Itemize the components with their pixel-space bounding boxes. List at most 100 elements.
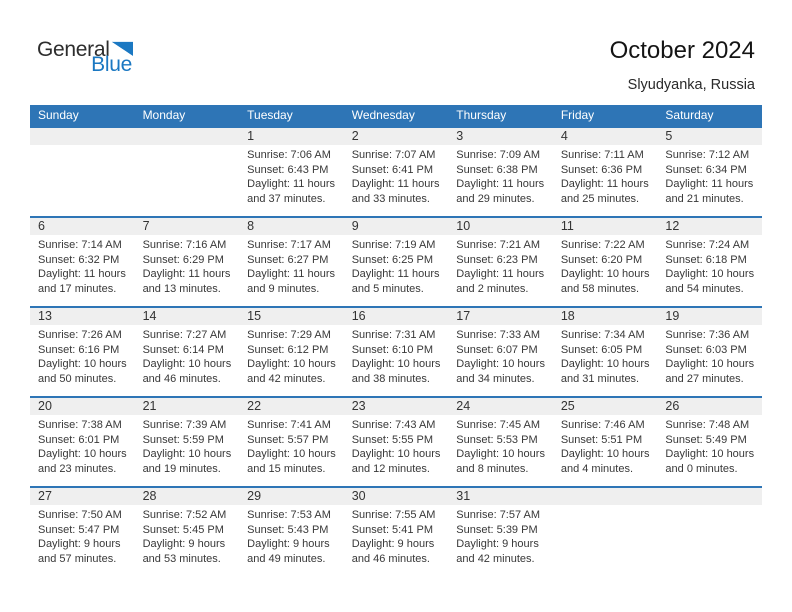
daylight-text: Daylight: 10 hours and 15 minutes.: [247, 448, 336, 475]
sunset-text: Sunset: 5:43 PM: [247, 523, 329, 536]
day-cell: 22 Sunrise: 7:41 AM Sunset: 5:57 PM Dayligh…: [239, 398, 344, 486]
sunset-text: Sunset: 6:18 PM: [665, 253, 747, 266]
daylight-text: Daylight: 10 hours and 4 minutes.: [560, 448, 650, 475]
page-subtitle: Slyudyanka, Russia: [627, 77, 755, 93]
day-number: 26: [657, 398, 762, 415]
day-cell: 23 Sunrise: 7:43 AM Sunset: 5:55 PM Dayligh…: [343, 398, 449, 486]
sunset-text: Sunset: 5:51 PM: [560, 433, 643, 446]
day-cell: 31 Sunrise: 7:57 AM Sunset: 5:39 PM Dayligh…: [448, 488, 553, 576]
day-cell: 26 Sunrise: 7:48 AM Sunset: 5:49 PM Dayligh…: [657, 398, 762, 486]
day-cell: 1 Sunrise: 7:06 AM Sunset: 6:43 PM Daylight…: [239, 128, 344, 216]
day-number: 3: [448, 128, 553, 145]
sunrise-text: Sunrise: 7:27 AM: [142, 329, 227, 341]
sunrise-text: Sunrise: 7:41 AM: [247, 419, 331, 431]
day-number: 25: [552, 398, 658, 415]
day-details: Sunrise: 7:22 AM Sunset: 6:20 PM Daylight:…: [553, 235, 658, 296]
day-details: Sunrise: 7:11 AM Sunset: 6:36 PM Daylight:…: [553, 145, 658, 206]
week-row: 1 Sunrise: 7:06 AM Sunset: 6:43 PM Daylight…: [30, 126, 762, 216]
sunset-text: Sunset: 6:16 PM: [38, 343, 120, 356]
sunrise-text: Sunrise: 7:57 AM: [456, 509, 541, 521]
day-cell: 16 Sunrise: 7:31 AM Sunset: 6:10 PM Dayligh…: [343, 308, 449, 396]
day-details: Sunrise: 7:38 AM Sunset: 6:01 PM Daylight:…: [30, 415, 135, 476]
weekday-header-friday: Friday: [560, 108, 595, 122]
sunrise-text: Sunrise: 7:53 AM: [247, 509, 331, 521]
day-number: 16: [343, 308, 449, 325]
daylight-text: Daylight: 11 hours and 17 minutes.: [38, 268, 126, 295]
sunset-text: Sunset: 6:05 PM: [560, 343, 643, 356]
daylight-text: Daylight: 10 hours and 38 minutes.: [351, 358, 441, 385]
day-details: Sunrise: 7:39 AM Sunset: 5:59 PM Daylight:…: [135, 415, 240, 476]
day-number: 13: [30, 308, 135, 325]
sunset-text: Sunset: 6:27 PM: [247, 253, 329, 266]
daylight-text: Daylight: 10 hours and 46 minutes.: [142, 358, 232, 385]
day-details: Sunrise: 7:26 AM Sunset: 6:16 PM Daylight:…: [30, 325, 135, 386]
day-cell: 7 Sunrise: 7:16 AM Sunset: 6:29 PM Daylight…: [134, 218, 240, 306]
daylight-text: Daylight: 10 hours and 27 minutes.: [665, 358, 755, 385]
day-details: Sunrise: 7:06 AM Sunset: 6:43 PM Daylight:…: [239, 145, 344, 206]
day-cell: 12 Sunrise: 7:24 AM Sunset: 6:18 PM Dayligh…: [657, 218, 762, 306]
sunset-text: Sunset: 6:10 PM: [351, 343, 434, 356]
sunrise-text: Sunrise: 7:36 AM: [665, 329, 750, 341]
day-details: [135, 145, 240, 148]
day-cell: 29 Sunrise: 7:53 AM Sunset: 5:43 PM Dayligh…: [239, 488, 344, 576]
day-number: 2: [343, 128, 449, 145]
sunrise-text: Sunrise: 7:34 AM: [560, 329, 645, 341]
day-cell: [657, 488, 762, 576]
daylight-text: Daylight: 10 hours and 0 minutes.: [665, 448, 755, 475]
weekday-header-wednesday: Wednesday: [351, 108, 415, 122]
day-details: Sunrise: 7:48 AM Sunset: 5:49 PM Daylight:…: [657, 415, 762, 476]
day-details: Sunrise: 7:41 AM Sunset: 5:57 PM Daylight:…: [239, 415, 344, 476]
weekday-header-sunday: Sunday: [38, 108, 79, 122]
sunrise-text: Sunrise: 7:43 AM: [351, 419, 436, 431]
day-number: 15: [239, 308, 344, 325]
day-details: Sunrise: 7:24 AM Sunset: 6:18 PM Daylight:…: [657, 235, 762, 296]
day-details: Sunrise: 7:50 AM Sunset: 5:47 PM Daylight:…: [30, 505, 135, 566]
sunrise-text: Sunrise: 7:17 AM: [247, 239, 331, 251]
day-details: [657, 505, 762, 508]
daylight-text: Daylight: 10 hours and 34 minutes.: [456, 358, 545, 385]
sunset-text: Sunset: 5:39 PM: [456, 523, 538, 536]
day-number: 4: [552, 128, 658, 145]
daylight-text: Daylight: 11 hours and 29 minutes.: [456, 178, 545, 205]
sunrise-text: Sunrise: 7:06 AM: [247, 149, 331, 161]
day-details: Sunrise: 7:52 AM Sunset: 5:45 PM Daylight:…: [135, 505, 240, 566]
sunrise-text: Sunrise: 7:16 AM: [142, 239, 227, 251]
day-details: Sunrise: 7:07 AM Sunset: 6:41 PM Daylight:…: [344, 145, 449, 206]
calendar: Sunday Monday Tuesday Wednesday Thursday…: [30, 105, 762, 576]
day-number: 11: [552, 218, 658, 235]
day-details: Sunrise: 7:31 AM Sunset: 6:10 PM Daylight:…: [344, 325, 449, 386]
day-cell: 3 Sunrise: 7:09 AM Sunset: 6:38 PM Daylight…: [448, 128, 553, 216]
sunrise-text: Sunrise: 7:14 AM: [38, 239, 122, 251]
sunset-text: Sunset: 6:14 PM: [142, 343, 224, 356]
daylight-text: Daylight: 11 hours and 33 minutes.: [351, 178, 440, 205]
sunset-text: Sunset: 5:47 PM: [38, 523, 120, 536]
day-number: 23: [343, 398, 449, 415]
sunset-text: Sunset: 6:20 PM: [560, 253, 643, 266]
daylight-text: Daylight: 9 hours and 53 minutes.: [142, 538, 226, 565]
day-details: Sunrise: 7:09 AM Sunset: 6:38 PM Daylight:…: [448, 145, 553, 206]
day-number: 14: [134, 308, 240, 325]
week-row: 6 Sunrise: 7:14 AM Sunset: 6:32 PM Daylight…: [30, 216, 762, 306]
sunrise-text: Sunrise: 7:07 AM: [351, 149, 436, 161]
sunset-text: Sunset: 6:07 PM: [456, 343, 538, 356]
day-number: 6: [30, 218, 135, 235]
sunrise-text: Sunrise: 7:39 AM: [142, 419, 227, 431]
daylight-text: Daylight: 10 hours and 23 minutes.: [38, 448, 127, 475]
sunset-text: Sunset: 6:38 PM: [456, 163, 538, 176]
day-cell: 8 Sunrise: 7:17 AM Sunset: 6:27 PM Daylight…: [239, 218, 344, 306]
daylight-text: Daylight: 10 hours and 58 minutes.: [560, 268, 650, 295]
day-cell: [134, 128, 240, 216]
sunset-text: Sunset: 5:57 PM: [247, 433, 329, 446]
day-cell: 27 Sunrise: 7:50 AM Sunset: 5:47 PM Dayligh…: [30, 488, 135, 576]
sunset-text: Sunset: 5:49 PM: [665, 433, 747, 446]
day-details: Sunrise: 7:33 AM Sunset: 6:07 PM Daylight:…: [448, 325, 553, 386]
day-cell: 2 Sunrise: 7:07 AM Sunset: 6:41 PM Daylight…: [343, 128, 449, 216]
day-details: Sunrise: 7:19 AM Sunset: 6:25 PM Daylight:…: [344, 235, 449, 296]
day-details: Sunrise: 7:27 AM Sunset: 6:14 PM Daylight:…: [135, 325, 240, 386]
week-row: 27 Sunrise: 7:50 AM Sunset: 5:47 PM Dayligh…: [30, 486, 762, 576]
day-cell: 24 Sunrise: 7:45 AM Sunset: 5:53 PM Dayligh…: [448, 398, 553, 486]
weekday-header-saturday: Saturday: [665, 108, 714, 122]
daylight-text: Daylight: 11 hours and 25 minutes.: [560, 178, 649, 205]
sunrise-text: Sunrise: 7:24 AM: [665, 239, 750, 251]
day-number: 10: [448, 218, 553, 235]
